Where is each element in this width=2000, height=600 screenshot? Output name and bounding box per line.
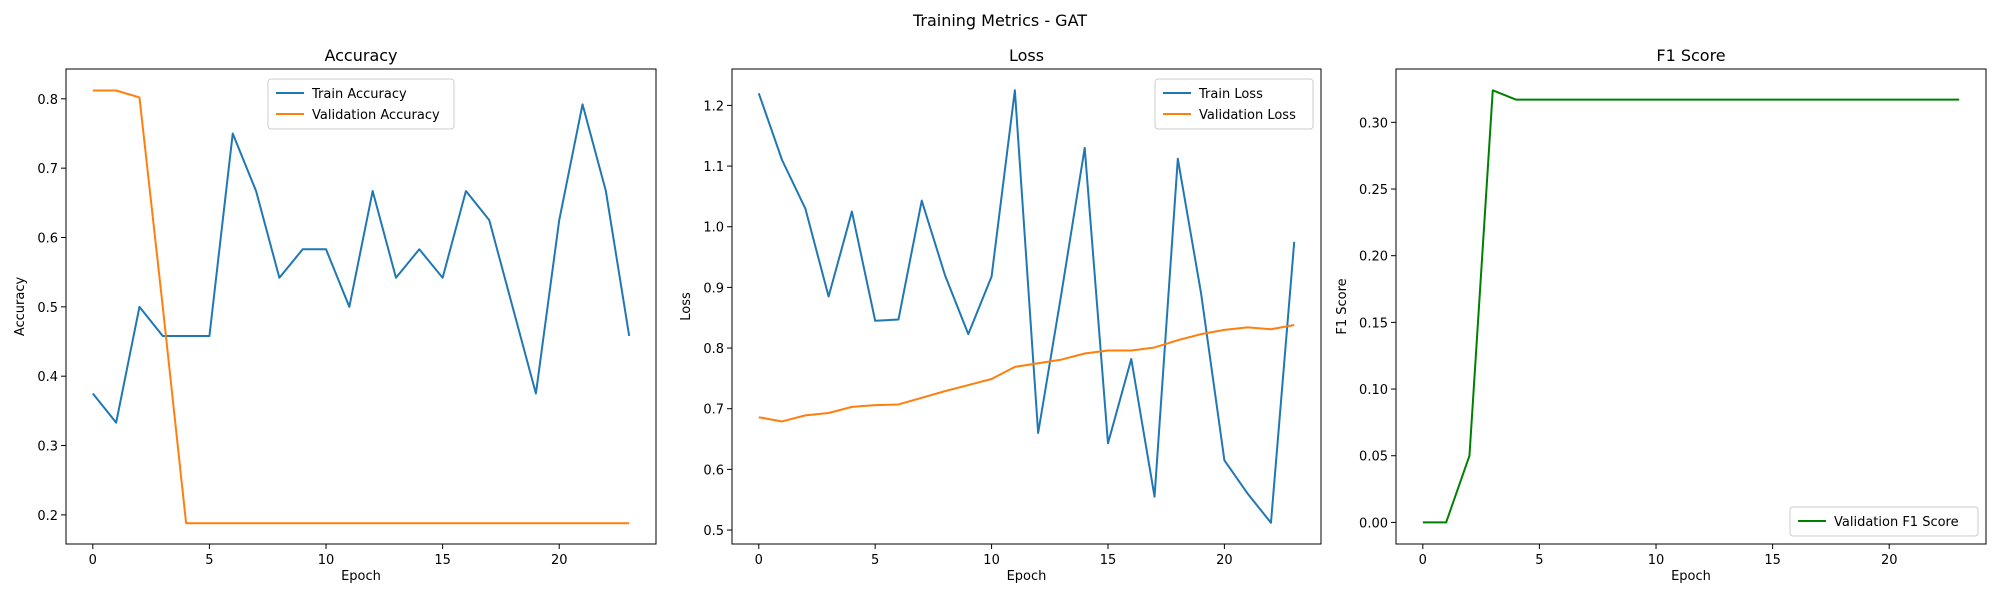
y-axis-label: Accuracy [13,277,28,337]
legend-box [1789,506,1979,537]
y-tick-label: 0.7 [703,403,724,418]
y-tick-label: 0.7 [37,162,58,177]
y-tick-label: 0.6 [37,232,58,247]
x-tick-label: 10 [983,553,1000,568]
x-tick-label: 20 [551,553,568,568]
x-tick-label: 0 [89,553,97,568]
y-axis-label: F1 Score [1335,278,1350,334]
series-line-validation-accuracy [92,89,630,525]
y-tick-label: 0.5 [37,301,58,316]
y-tick-label: 0.8 [37,93,58,108]
figure-title: Training Metrics - GAT [912,11,1087,30]
y-tick-label: 0.15 [1359,316,1388,331]
y-tick-label: 0.30 [1359,116,1388,131]
panel-title: Loss [1009,46,1044,65]
x-tick-label: 0 [755,553,763,568]
legend-label: Train Accuracy [311,87,407,102]
x-tick-label: 5 [871,553,879,568]
y-tick-label: 0.00 [1359,516,1388,531]
y-tick-label: 0.25 [1359,183,1388,198]
panel-title: F1 Score [1656,46,1725,65]
y-tick-label: 0.5 [703,524,724,539]
axes-frame [731,68,1322,545]
x-tick-label: 5 [1535,553,1543,568]
series-line-validation-loss [758,324,1295,423]
x-tick-label: 20 [1881,553,1898,568]
y-tick-label: 0.20 [1359,250,1388,265]
y-tick-label: 0.05 [1359,450,1388,465]
y-tick-label: 0.8 [703,342,724,357]
y-tick-label: 1.2 [703,99,724,114]
y-tick-label: 0.3 [37,440,58,455]
legend: Train Accuracy Validation Accuracy [267,78,455,130]
x-tick-label: 5 [205,553,213,568]
axes-frame [1395,68,1987,545]
legend-label: Train Loss [1198,87,1263,102]
accuracy-panel: Accuracy 0 5 10 15 20 0.2 0.3 0.4 0.5 0.6 0.7 0.8 Epo… [13,46,657,584]
y-tick-label: 0.2 [37,509,58,524]
legend: Validation F1 Score [1789,506,1979,537]
panel-title: Accuracy [324,46,397,65]
y-tick-label: 1.1 [703,160,724,175]
legend: Train Loss Validation Loss [1154,78,1314,130]
legend-box [267,78,455,130]
x-tick-label: 10 [1648,553,1665,568]
y-tick-label: 1.0 [703,221,724,236]
y-tick-label: 0.4 [37,370,58,385]
x-axis-label: Epoch [341,569,381,584]
x-tick-label: 15 [434,553,451,568]
f1-score-panel: F1 Score 0 5 10 15 20 0.00 0.05 0.10 0.15 0.20 0.25… [1335,46,1987,584]
y-tick-label: 0.9 [703,281,724,296]
series-line-train-accuracy [92,103,631,424]
legend-label: Validation F1 Score [1834,515,1959,530]
loss-panel: Loss 0 5 10 15 20 0.5 0.6 0.7 0.8 0.9 1.0 1.1 1.2 Epoc… [679,46,1322,584]
legend-box [1154,78,1314,130]
x-tick-label: 20 [1216,553,1233,568]
y-axis-label: Loss [679,292,694,321]
legend-label: Validation Loss [1199,108,1296,123]
y-tick-label: 0.10 [1359,383,1388,398]
x-tick-label: 15 [1100,553,1117,568]
x-tick-label: 10 [318,553,335,568]
x-tick-label: 15 [1764,553,1781,568]
y-tick-label: 0.6 [703,463,724,478]
x-axis-label: Epoch [1671,569,1711,584]
series-line-train-loss [757,89,1296,524]
axes-frame [65,68,657,545]
legend-label: Validation Accuracy [312,108,440,123]
x-tick-label: 0 [1419,553,1427,568]
x-axis-label: Epoch [1007,569,1047,584]
series-line-validation-f1-score [1422,89,1960,524]
